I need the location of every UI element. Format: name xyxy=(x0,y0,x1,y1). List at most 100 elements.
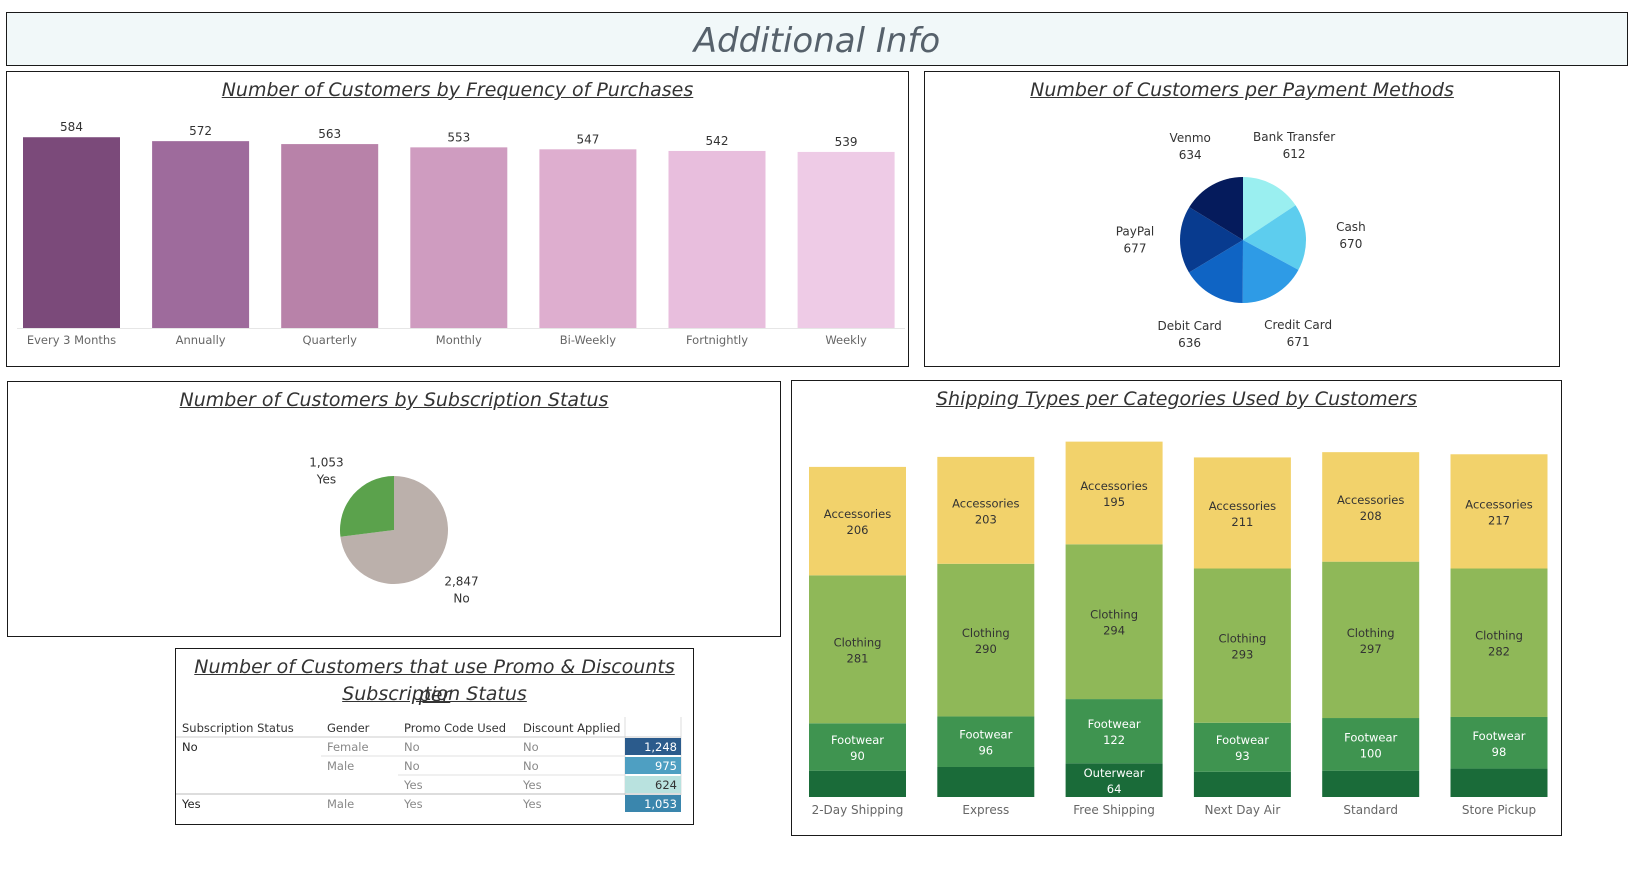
bar-value-label: 539 xyxy=(835,135,858,149)
segment-value-label: 100 xyxy=(1360,746,1382,760)
segment-series-label: Accessories xyxy=(1337,493,1404,507)
subscription-pie-chart: 2,847 No 1,053 Yes xyxy=(8,382,780,636)
segment-value-label: 64 xyxy=(1107,782,1122,796)
segment-series-label: Footwear xyxy=(1088,717,1141,731)
pie-slice-value: 1,053 xyxy=(309,455,343,469)
x-tick-label: Store Pickup xyxy=(1462,803,1536,817)
x-tick-label: Standard xyxy=(1343,803,1398,817)
pie-slice-label: PayPal xyxy=(1116,225,1155,239)
segment-series-label: Footwear xyxy=(831,733,884,747)
pie-slice-label: Venmo xyxy=(1170,131,1211,145)
segment-series-label: Clothing xyxy=(1218,632,1266,646)
x-tick-label: Quarterly xyxy=(302,333,357,347)
table-cell-promo: Yes xyxy=(403,797,423,811)
segment-series-label: Clothing xyxy=(1090,608,1138,622)
x-tick-label: Next Day Air xyxy=(1205,803,1281,817)
segment-series-label: Clothing xyxy=(1347,626,1395,640)
segment-value-label: 206 xyxy=(847,523,869,537)
shipping-stacked-bar-chart: Footwear 90 Clothing 281 Accessories 206 2-Day… xyxy=(792,381,1561,835)
segment-series-label: Accessories xyxy=(1209,499,1276,513)
bar-value-label: 572 xyxy=(189,124,212,138)
x-tick-label: Fortnightly xyxy=(686,333,748,347)
table-cell-promo: No xyxy=(404,759,420,773)
pie-slice xyxy=(340,476,394,537)
segment-series-label: Accessories xyxy=(1080,479,1147,493)
segment-series-label: Footwear xyxy=(959,728,1012,742)
table-cell-gender: Male xyxy=(327,797,354,811)
bar xyxy=(410,147,507,328)
table-value-label: 1,248 xyxy=(644,740,677,754)
table-column-header: Subscription Status xyxy=(182,721,294,735)
x-tick-label: Monthly xyxy=(436,333,482,347)
bar xyxy=(798,152,895,328)
table-cell-discount: Yes xyxy=(522,797,542,811)
table-cell-status: Yes xyxy=(181,797,201,811)
promo-table: Subscription Status Gender Promo Code Used… xyxy=(176,649,693,824)
pie-slice-label: Debit Card xyxy=(1158,319,1222,333)
bar xyxy=(23,137,120,328)
segment-value-label: 195 xyxy=(1103,495,1125,509)
segment-value-label: 297 xyxy=(1360,642,1382,656)
table-cell-discount: Yes xyxy=(522,778,542,792)
segment-series-label: Outerwear xyxy=(1084,766,1145,780)
x-tick-label: Express xyxy=(962,803,1009,817)
stacked-bar-segment xyxy=(1322,771,1419,797)
pie-slice-value: 671 xyxy=(1287,335,1310,349)
segment-series-label: Footwear xyxy=(1472,729,1525,743)
x-tick-label: Every 3 Months xyxy=(27,333,116,347)
table-cell-gender: Female xyxy=(327,740,369,754)
table-value-label: 975 xyxy=(655,759,677,773)
segment-series-label: Accessories xyxy=(1465,497,1532,511)
segment-value-label: 290 xyxy=(975,642,997,656)
payment-pie-chart: Bank Transfer 612 Cash 670 Credit Card 671 Deb… xyxy=(925,72,1559,366)
segment-series-label: Accessories xyxy=(824,507,891,521)
table-column-header: Discount Applied xyxy=(523,721,620,735)
segment-value-label: 122 xyxy=(1103,733,1125,747)
segment-series-label: Footwear xyxy=(1344,730,1397,744)
table-cell-discount: No xyxy=(523,740,539,754)
bar-value-label: 584 xyxy=(60,120,83,134)
segment-value-label: 93 xyxy=(1235,749,1250,763)
x-tick-label: Annually xyxy=(176,333,226,347)
pie-slice-label: Cash xyxy=(1336,220,1366,234)
segment-series-label: Footwear xyxy=(1216,733,1269,747)
table-cell-status: No xyxy=(182,740,198,754)
stacked-bar-segment xyxy=(1451,769,1548,797)
pie-slice-value: 677 xyxy=(1124,242,1147,256)
pie-slice-value: 612 xyxy=(1283,147,1306,161)
segment-value-label: 208 xyxy=(1360,509,1382,523)
subscription-panel: Number of Customers by Subscription Stat… xyxy=(7,381,781,637)
promo-panel: Number of Customers that use Promo & Dis… xyxy=(175,648,694,825)
table-column-header: Gender xyxy=(327,721,370,735)
segment-value-label: 282 xyxy=(1488,645,1510,659)
table-cell-gender: Male xyxy=(327,759,354,773)
frequency-bar-chart: 584 Every 3 Months 572 Annually 563 Quarterly… xyxy=(7,72,908,366)
bar-value-label: 563 xyxy=(318,127,341,141)
frequency-panel: Number of Customers by Frequency of Purc… xyxy=(6,71,909,367)
pie-slice-value: 2,847 xyxy=(444,575,478,589)
pie-slice-value: 636 xyxy=(1178,336,1201,350)
stacked-bar-segment xyxy=(809,771,906,797)
dashboard-header: Additional Info xyxy=(6,12,1628,66)
segment-series-label: Clothing xyxy=(1475,629,1523,643)
payment-panel: Number of Customers per Payment Methods … xyxy=(924,71,1560,367)
pie-slice-value: 634 xyxy=(1179,148,1202,162)
segment-series-label: Clothing xyxy=(834,635,882,649)
pie-slice-label: Credit Card xyxy=(1264,318,1332,332)
x-tick-label: Free Shipping xyxy=(1073,803,1155,817)
table-column-header: Promo Code Used xyxy=(404,721,506,735)
x-tick-label: Weekly xyxy=(825,333,867,347)
x-tick-label: Bi-Weekly xyxy=(560,333,616,347)
bar xyxy=(669,151,766,328)
segment-value-label: 211 xyxy=(1231,515,1253,529)
bar xyxy=(152,141,249,328)
segment-value-label: 293 xyxy=(1231,648,1253,662)
segment-value-label: 98 xyxy=(1492,745,1507,759)
bar xyxy=(539,149,636,328)
table-cell-promo: No xyxy=(404,740,420,754)
segment-value-label: 203 xyxy=(975,512,997,526)
stacked-bar-segment xyxy=(937,767,1034,797)
segment-value-label: 294 xyxy=(1103,624,1125,638)
table-value-label: 624 xyxy=(655,778,677,792)
segment-value-label: 96 xyxy=(978,744,993,758)
